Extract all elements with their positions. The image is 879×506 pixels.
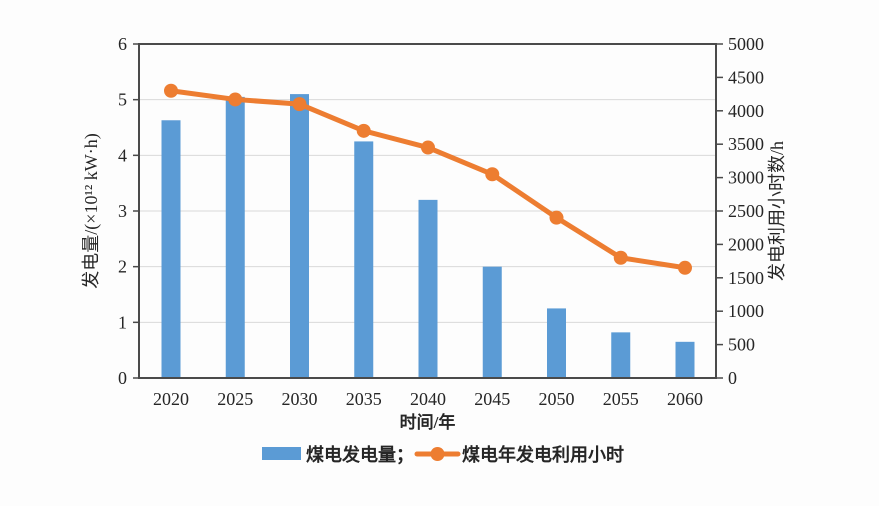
data-point-2030	[292, 97, 307, 112]
x-tick-label: 2050	[539, 389, 575, 409]
line-markers-group	[164, 83, 692, 275]
x-tick-label: 2055	[603, 389, 639, 409]
bar-2030	[290, 94, 309, 378]
y-left-tick-label: 5	[118, 90, 127, 110]
data-point-2055	[613, 250, 628, 265]
bar-2020	[161, 120, 181, 378]
y-left-tick-label: 2	[118, 257, 127, 277]
data-point-2060	[678, 260, 692, 275]
y-left-tick-label: 3	[118, 201, 127, 221]
data-point-2025	[228, 92, 243, 107]
data-point-2040	[421, 140, 435, 155]
y-right-tick-label: 4000	[728, 101, 764, 121]
y-right-tick-label: 1000	[728, 301, 764, 321]
legend: 煤电发电量； 煤电年发电利用小时	[262, 444, 624, 465]
data-point-2045	[485, 167, 500, 182]
x-tick-label: 2020	[153, 389, 189, 409]
y-left-tick-label: 1	[118, 312, 127, 332]
legend-label-bar: 煤电发电量；	[306, 444, 414, 465]
y-axis-right-title: 发电利用小时数/h	[767, 141, 787, 281]
bar-2050	[547, 308, 566, 378]
legend-line-dot	[430, 447, 445, 461]
y-left-tick-label: 0	[118, 368, 127, 388]
bar-2055	[611, 332, 631, 378]
x-tick-label: 2045	[474, 389, 510, 409]
y-right-tick-label: 2500	[728, 201, 764, 221]
x-tick-label: 2030	[282, 389, 318, 409]
data-point-2035	[356, 123, 371, 138]
y-right-tick-label: 3500	[728, 134, 764, 154]
bar-2025	[225, 96, 245, 378]
bar-series-group	[161, 94, 695, 378]
legend-bar-swatch	[262, 447, 301, 460]
bar-2045	[482, 266, 502, 378]
y-right-tick-label: 1500	[728, 268, 764, 288]
data-point-2020	[164, 83, 178, 98]
bar-2035	[354, 141, 374, 378]
x-tick-label: 2060	[667, 389, 703, 409]
y-axis-left: 0 1 2 3 4 5 6	[118, 34, 139, 388]
x-axis-title: 时间/年	[400, 412, 456, 432]
bar-2060	[675, 341, 695, 378]
y-right-tick-label: 4500	[728, 67, 764, 87]
y-left-tick-label: 4	[118, 145, 127, 165]
data-point-2050	[549, 210, 564, 225]
y-right-tick-label: 500	[728, 335, 755, 355]
x-tick-label: 2040	[410, 389, 446, 409]
y-right-tick-label: 5000	[728, 34, 764, 54]
legend-label-line: 煤电年发电利用小时	[462, 444, 624, 465]
y-right-tick-label: 3000	[728, 168, 764, 188]
x-tick-label: 2035	[346, 389, 382, 409]
y-axis-right: 0 500 1000 1500 2000 2500 3000 3500 4000 4500 5000	[716, 34, 764, 388]
y-left-tick-label: 6	[118, 34, 127, 54]
y-axis-left-title: 发电量/(×10¹² kW·h)	[81, 133, 102, 288]
x-axis: 2020 2025 2030 2035 2040 2045 2050 2055 2060	[153, 389, 703, 409]
y-right-tick-label: 0	[728, 368, 737, 388]
bar-2040	[418, 199, 438, 378]
x-tick-label: 2025	[217, 389, 253, 409]
y-right-tick-label: 2000	[728, 234, 764, 254]
